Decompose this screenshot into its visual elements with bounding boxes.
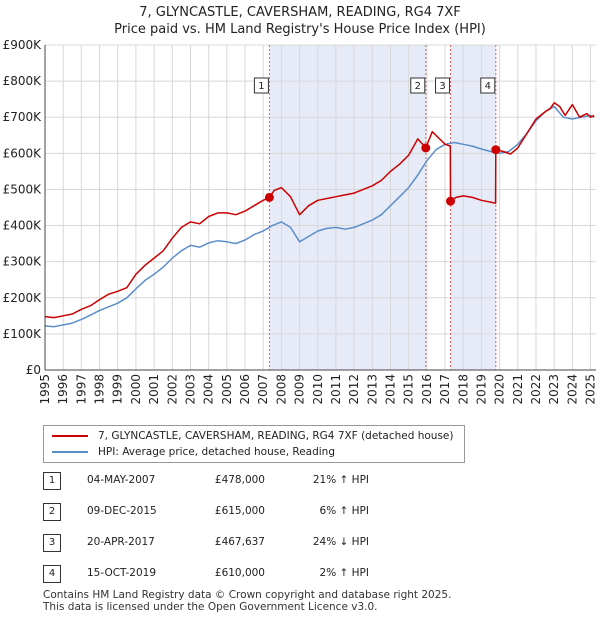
footer: Contains HM Land Registry data © Crown c… xyxy=(43,589,563,613)
sale-date: 20-APR-2017 xyxy=(87,536,155,548)
sale-marker-label: 3 xyxy=(439,81,445,92)
y-tick-label: £0 xyxy=(26,363,41,377)
chart-title-line-1: 7, GLYNCASTLE, CAVERSHAM, READING, RG4 7… xyxy=(139,5,461,20)
sale-number-badge: 3 xyxy=(43,534,61,552)
sale-hpi-diff: 24% ↓ HPI xyxy=(312,536,369,548)
x-tick-label: 2007 xyxy=(256,374,270,405)
sale-row: 4 15-OCT-2019 £610,000 2% ↑ HPI xyxy=(43,565,463,583)
x-tick-label: 2003 xyxy=(183,374,197,405)
x-tick-label: 2006 xyxy=(238,374,252,405)
footer-line-2: This data is licensed under the Open Gov… xyxy=(43,601,378,613)
x-tick-label: 2001 xyxy=(147,374,161,405)
y-tick-label: £200K xyxy=(3,291,43,305)
legend-swatch-property xyxy=(52,435,88,437)
x-tick-label: 2011 xyxy=(329,374,343,405)
x-tick-label: 2013 xyxy=(365,374,379,405)
legend-swatch-hpi xyxy=(52,451,88,453)
sale-marker-label: 4 xyxy=(485,81,491,92)
sale-hpi-diff: 6% ↑ HPI xyxy=(319,505,369,517)
x-tick-label: 2012 xyxy=(347,374,361,405)
x-tick-label: 2005 xyxy=(220,374,234,405)
x-tick-label: 1998 xyxy=(93,374,107,405)
x-tick-label: 2000 xyxy=(129,374,143,405)
x-tick-label: 1996 xyxy=(56,374,70,405)
property-price-line xyxy=(44,102,595,319)
sale-date: 15-OCT-2019 xyxy=(87,567,156,579)
y-tick-label: £900K xyxy=(3,38,43,52)
shaded-ownership-period xyxy=(450,45,496,370)
chart-title-line-2: Price paid vs. HM Land Registry's House … xyxy=(114,22,486,37)
sale-date: 04-MAY-2007 xyxy=(87,474,156,486)
y-tick-label: £500K xyxy=(3,182,43,196)
sale-point xyxy=(421,143,431,153)
sale-price: £467,637 xyxy=(214,536,265,548)
sale-point xyxy=(446,196,456,206)
chart-title: 7, GLYNCASTLE, CAVERSHAM, READING, RG4 7… xyxy=(0,4,600,38)
legend-item-hpi: HPI: Average price, detached house, Read… xyxy=(52,444,335,460)
sale-marker-box xyxy=(480,77,496,94)
x-tick-label: 2022 xyxy=(529,374,543,405)
sale-row: 3 20-APR-2017 £467,637 24% ↓ HPI xyxy=(43,534,463,552)
x-tick-label: 2019 xyxy=(474,374,488,405)
sale-price: £610,000 xyxy=(214,567,265,579)
y-tick-label: £300K xyxy=(3,255,43,269)
sale-marker-box xyxy=(435,77,451,94)
sale-number-badge: 4 xyxy=(43,565,61,583)
sale-price: £478,000 xyxy=(214,474,265,486)
x-tick-label: 2018 xyxy=(456,374,470,405)
sale-number-badge: 2 xyxy=(43,503,61,521)
x-tick-label: 2008 xyxy=(274,374,288,405)
sale-row: 2 09-DEC-2015 £615,000 6% ↑ HPI xyxy=(43,503,463,521)
y-tick-label: £800K xyxy=(3,74,43,88)
x-tick-label: 1995 xyxy=(38,374,52,405)
x-tick-label: 2017 xyxy=(438,374,452,405)
x-tick-label: 2016 xyxy=(420,374,434,405)
sale-row: 1 04-MAY-2007 £478,000 21% ↑ HPI xyxy=(43,472,463,490)
y-tick-label: £400K xyxy=(3,219,43,233)
sale-marker-box xyxy=(410,77,426,94)
x-tick-label: 1997 xyxy=(74,374,88,405)
legend: 7, GLYNCASTLE, CAVERSHAM, READING, RG4 7… xyxy=(43,425,465,463)
x-tick-label: 2002 xyxy=(165,374,179,405)
x-tick-label: 2021 xyxy=(511,374,525,405)
hpi-line xyxy=(44,105,595,328)
shaded-ownership-period xyxy=(269,45,426,370)
x-tick-label: 2004 xyxy=(202,374,216,405)
y-tick-label: £700K xyxy=(3,110,43,124)
sale-marker-label: 2 xyxy=(415,81,421,92)
legend-item-property: 7, GLYNCASTLE, CAVERSHAM, READING, RG4 7… xyxy=(52,428,454,444)
sale-marker-label: 1 xyxy=(258,81,264,92)
y-tick-label: £100K xyxy=(3,327,43,341)
x-tick-label: 2020 xyxy=(493,374,507,405)
sale-hpi-diff: 21% ↑ HPI xyxy=(312,474,369,486)
footer-line-1: Contains HM Land Registry data © Crown c… xyxy=(43,589,452,601)
x-tick-label: 2015 xyxy=(402,374,416,405)
legend-label-hpi: HPI: Average price, detached house, Read… xyxy=(98,446,335,458)
x-tick-label: 2024 xyxy=(565,374,579,405)
x-tick-label: 2025 xyxy=(584,374,598,405)
x-tick-label: 1999 xyxy=(111,374,125,405)
sale-point xyxy=(491,145,501,155)
x-tick-label: 2023 xyxy=(547,374,561,405)
sale-number-badge: 1 xyxy=(43,472,61,490)
sale-price: £615,000 xyxy=(214,505,265,517)
sale-hpi-diff: 2% ↑ HPI xyxy=(319,567,369,579)
x-tick-label: 2014 xyxy=(384,374,398,405)
legend-label-property: 7, GLYNCASTLE, CAVERSHAM, READING, RG4 7… xyxy=(98,430,454,442)
sale-marker-box xyxy=(253,77,269,94)
x-tick-label: 2009 xyxy=(293,374,307,405)
sale-date: 09-DEC-2015 xyxy=(87,505,157,517)
x-tick-label: 2010 xyxy=(311,374,325,405)
sale-point xyxy=(264,192,274,202)
y-tick-label: £600K xyxy=(3,146,43,160)
price-chart: 1 2 3 4 £0 £100K £200K £300K £400K £500K £600K £700… xyxy=(3,38,598,405)
